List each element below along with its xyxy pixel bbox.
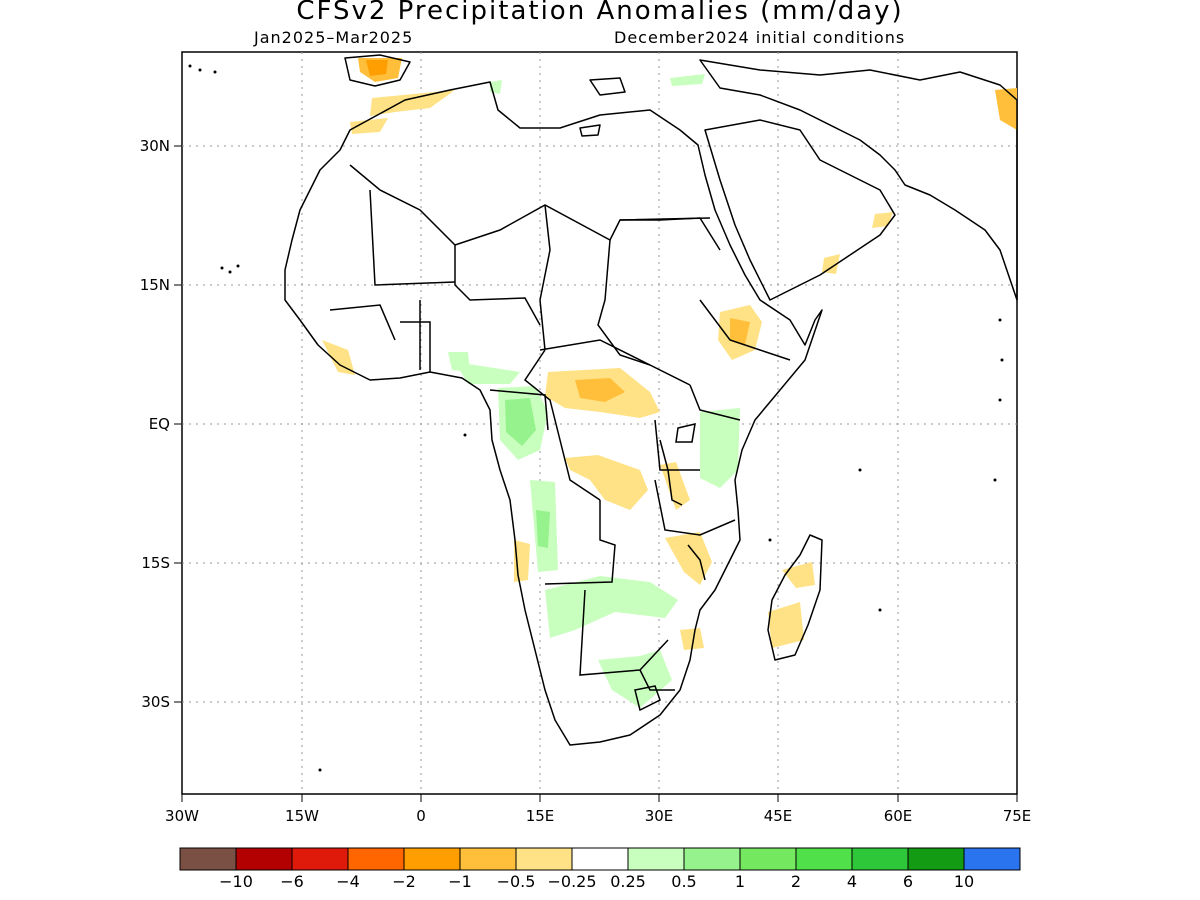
colorbar-label: 0.5	[671, 872, 696, 891]
colorbar-label: 4	[847, 872, 857, 891]
coastlines	[284, 54, 1018, 746]
lat-label-15n: 15N	[140, 276, 170, 294]
islands	[188, 64, 1004, 772]
lon-label-60e: 60E	[884, 807, 913, 825]
colorbar-swatch	[851, 847, 909, 871]
initial-conditions-label: December2024 initial conditions	[614, 28, 906, 47]
lon-axis: 30W 15W 0 15E 30E 45E 60E 75E	[165, 794, 1031, 825]
lon-label-0: 0	[416, 807, 426, 825]
lat-label-15s: 15S	[141, 554, 170, 572]
colorbar-swatch	[963, 847, 1021, 871]
colorbar-swatch	[571, 847, 629, 871]
colorbar-swatch	[459, 847, 517, 871]
lat-label-eq: EQ	[149, 415, 170, 433]
wet-anomaly-regions	[448, 74, 740, 708]
colorbar-swatch	[403, 847, 461, 871]
lat-label-30s: 30S	[141, 693, 170, 711]
colorbar-swatch	[347, 847, 405, 871]
lon-label-30w: 30W	[165, 807, 199, 825]
colorbar-label: −10	[219, 872, 253, 891]
colorbar-label: −6	[280, 872, 304, 891]
lat-label-30n: 30N	[140, 137, 170, 155]
colorbar-label: 6	[903, 872, 913, 891]
colorbar-label: 0.25	[610, 872, 646, 891]
colorbar: −10 −6 −4 −2 −1 −0.5 −0.25 0.25 0.5 1 2 4 6 10	[179, 847, 1021, 891]
lat-axis: 30N 15N EQ 15S 30S	[140, 137, 182, 711]
colorbar-swatch	[179, 847, 237, 871]
colorbar-swatch	[291, 847, 349, 871]
country-borders	[329, 164, 791, 691]
colorbar-swatch	[235, 847, 293, 871]
colorbar-label: 10	[954, 872, 974, 891]
colorbar-swatch	[627, 847, 685, 871]
colorbar-label: −2	[392, 872, 416, 891]
lon-label-15e: 15E	[526, 807, 555, 825]
lon-label-45e: 45E	[764, 807, 793, 825]
colorbar-swatch	[515, 847, 573, 871]
colorbar-swatch	[907, 847, 965, 871]
colorbar-label: −1	[448, 872, 472, 891]
colorbar-label: −0.5	[497, 872, 536, 891]
lon-label-15w: 15W	[285, 807, 319, 825]
colorbar-swatch	[739, 847, 797, 871]
colorbar-swatch	[795, 847, 853, 871]
map-frame	[181, 51, 1018, 795]
lon-label-75e: 75E	[1003, 807, 1032, 825]
colorbar-label: 1	[735, 872, 745, 891]
lakes	[634, 423, 706, 712]
colorbar-swatch	[683, 847, 741, 871]
colorbar-label: −0.25	[547, 872, 596, 891]
colorbar-label: 2	[791, 872, 801, 891]
forecast-period: Jan2025–Mar2025	[254, 28, 414, 47]
lon-label-30e: 30E	[645, 807, 674, 825]
map-title: CFSv2 Precipitation Anomalies (mm/day)	[296, 0, 904, 26]
colorbar-label: −4	[336, 872, 360, 891]
